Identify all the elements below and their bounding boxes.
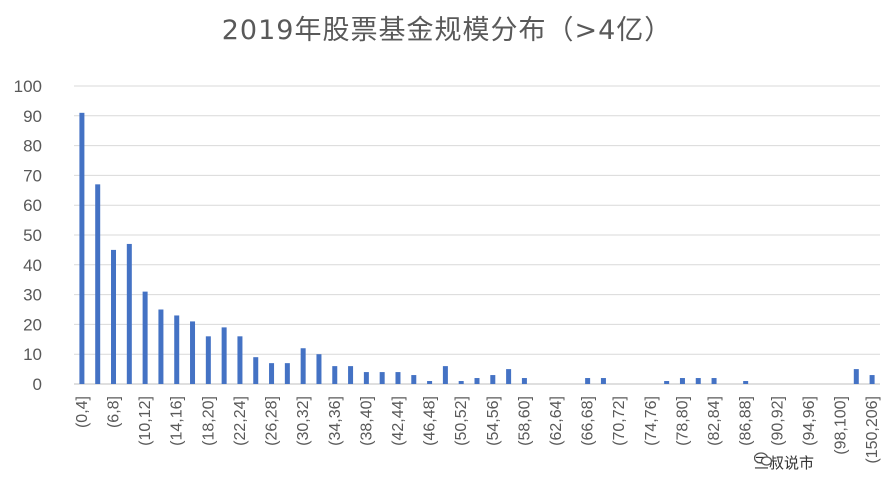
bar (395, 372, 401, 384)
bar (600, 378, 606, 384)
x-tick-label: (6,8] (106, 396, 123, 428)
y-tick-label: 20 (23, 315, 42, 334)
bar (284, 363, 290, 384)
y-tick-label: 0 (33, 375, 42, 394)
bar (506, 369, 512, 384)
y-tick-label: 80 (23, 137, 42, 156)
bar (158, 309, 164, 384)
y-tick-label: 60 (23, 196, 42, 215)
x-tick-label: (18,20] (200, 396, 217, 446)
bar (348, 366, 354, 384)
bar (126, 243, 132, 384)
bar (664, 381, 670, 384)
x-tick-label: (0,4] (74, 396, 91, 428)
x-tick-label: (90,92] (769, 396, 786, 446)
bar (300, 348, 306, 384)
chart-title: 2019年股票基金规模分布（>4亿） (221, 15, 673, 46)
x-tick-label: (82,84] (706, 396, 723, 446)
watermark: 三叔说市 (754, 452, 814, 473)
x-tick-label: (58,60] (516, 396, 533, 446)
y-tick-label: 50 (23, 226, 42, 245)
x-tick-label: (62,64] (548, 396, 565, 446)
x-tick-label: (98,100] (832, 396, 849, 455)
x-tick-label: (94,96] (801, 396, 818, 446)
x-tick-label: (10,12] (137, 396, 154, 446)
bar (458, 381, 464, 384)
x-tick-label: (38,40] (358, 396, 375, 446)
x-tick-label: (26,28] (264, 396, 281, 446)
bar (411, 375, 417, 384)
bar (190, 321, 196, 384)
x-tick-label: (66,68] (580, 396, 597, 446)
bar (253, 357, 259, 384)
bar (221, 327, 227, 384)
x-tick-label: (54,56] (485, 396, 502, 446)
bar (174, 315, 180, 384)
bar (142, 291, 148, 384)
bar (205, 336, 211, 384)
bar (316, 354, 322, 384)
bar (95, 184, 101, 384)
bar (427, 381, 433, 384)
bar (695, 378, 701, 384)
bar (869, 375, 875, 384)
x-tick-label: (14,16] (169, 396, 186, 446)
y-tick-label: 70 (23, 166, 42, 185)
x-tick-label: (34,36] (327, 396, 344, 446)
bar (585, 378, 591, 384)
y-tick-label: 100 (14, 77, 42, 96)
x-tick-label: (42,44] (390, 396, 407, 446)
bar (111, 249, 117, 384)
bar (332, 366, 338, 384)
bar (363, 372, 369, 384)
bar (679, 378, 685, 384)
y-tick-label: 90 (23, 107, 42, 126)
bar (743, 381, 749, 384)
y-tick-label: 30 (23, 286, 42, 305)
x-tick-label: (86,88] (738, 396, 755, 446)
bar (237, 336, 243, 384)
x-tick-label: (150,206] (864, 396, 881, 464)
wechat-icon (754, 452, 772, 466)
bar (474, 378, 480, 384)
bar (79, 112, 85, 384)
bar (379, 372, 385, 384)
x-tick-label: (22,24] (232, 396, 249, 446)
bar (442, 366, 448, 384)
x-tick-label: (78,80] (674, 396, 691, 446)
bar (269, 363, 275, 384)
x-tick-label: (50,52] (453, 396, 470, 446)
x-tick-label: (46,48] (422, 396, 439, 446)
y-tick-label: 40 (23, 256, 42, 275)
y-tick-label: 10 (23, 345, 42, 364)
bar (853, 369, 859, 384)
x-tick-label: (70,72] (611, 396, 628, 446)
bar (521, 378, 527, 384)
bar (490, 375, 496, 384)
x-tick-label: (74,76] (643, 396, 660, 446)
bar (711, 378, 717, 384)
x-tick-label: (30,32] (295, 396, 312, 446)
